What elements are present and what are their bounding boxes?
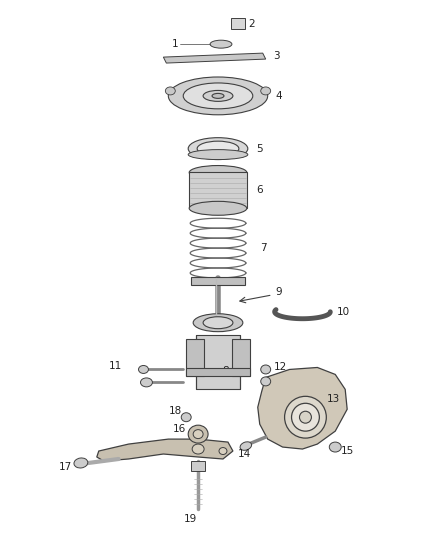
Text: 18: 18	[168, 406, 182, 416]
Ellipse shape	[210, 40, 232, 48]
Ellipse shape	[329, 442, 341, 452]
Polygon shape	[258, 367, 347, 449]
Text: 10: 10	[337, 307, 350, 317]
Ellipse shape	[261, 365, 271, 374]
Ellipse shape	[189, 201, 247, 215]
Text: 13: 13	[327, 394, 341, 405]
Text: 14: 14	[238, 449, 251, 459]
Ellipse shape	[300, 411, 311, 423]
Polygon shape	[163, 53, 266, 63]
Ellipse shape	[183, 83, 253, 109]
Text: 8: 8	[222, 367, 229, 376]
Ellipse shape	[212, 93, 224, 99]
Polygon shape	[186, 368, 250, 376]
Ellipse shape	[141, 378, 152, 387]
Polygon shape	[186, 338, 204, 376]
Ellipse shape	[193, 314, 243, 332]
Text: 6: 6	[256, 185, 262, 196]
Ellipse shape	[188, 425, 208, 443]
Text: 3: 3	[273, 51, 279, 61]
Text: 5: 5	[256, 143, 262, 154]
Ellipse shape	[192, 444, 204, 454]
Ellipse shape	[193, 430, 203, 439]
Bar	[231, 18, 245, 29]
Bar	[191, 461, 205, 471]
Ellipse shape	[138, 366, 148, 374]
Ellipse shape	[261, 377, 271, 386]
Polygon shape	[97, 439, 233, 461]
Text: 9: 9	[276, 287, 282, 297]
Ellipse shape	[74, 458, 88, 468]
Ellipse shape	[219, 448, 227, 455]
Ellipse shape	[203, 91, 233, 101]
Polygon shape	[189, 173, 247, 208]
Ellipse shape	[165, 87, 175, 95]
Ellipse shape	[261, 87, 271, 95]
Text: 15: 15	[341, 446, 354, 456]
Ellipse shape	[197, 141, 239, 156]
Ellipse shape	[188, 150, 248, 159]
Text: 12: 12	[274, 362, 287, 373]
Ellipse shape	[189, 166, 247, 180]
Polygon shape	[232, 338, 250, 376]
Text: 19: 19	[184, 514, 197, 524]
Text: 17: 17	[59, 462, 72, 472]
Text: 16: 16	[173, 424, 187, 434]
Text: 2: 2	[248, 19, 254, 29]
Ellipse shape	[292, 403, 319, 431]
Bar	[191, 277, 245, 285]
Ellipse shape	[240, 442, 251, 450]
Ellipse shape	[285, 397, 326, 438]
Text: 1: 1	[172, 39, 178, 49]
Polygon shape	[196, 335, 240, 389]
Text: 7: 7	[260, 243, 266, 253]
Ellipse shape	[188, 138, 248, 159]
Text: 4: 4	[276, 91, 282, 101]
Ellipse shape	[203, 317, 233, 329]
Text: 11: 11	[109, 361, 122, 372]
Ellipse shape	[181, 413, 191, 422]
Ellipse shape	[168, 77, 268, 115]
